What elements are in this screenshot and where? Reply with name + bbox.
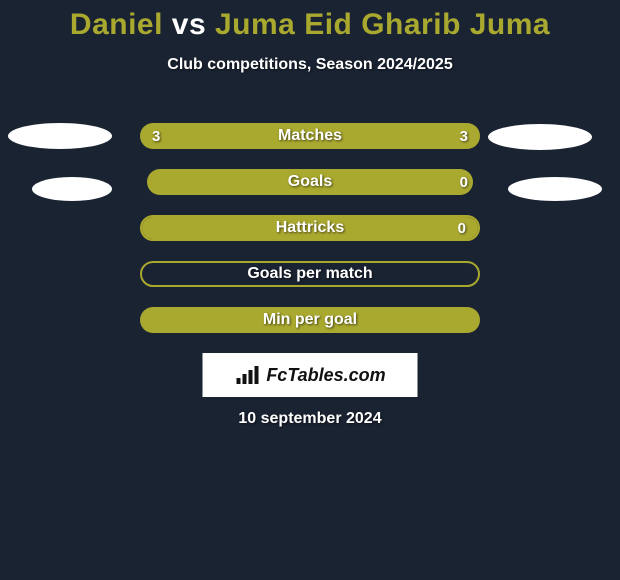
stat-row: Goals per match	[140, 261, 480, 287]
avatar-oval	[32, 177, 112, 201]
stat-rows: 3 3 Matches 0 Goals 0 Hattricks Goals per match…	[140, 123, 480, 353]
stat-label: Hattricks	[276, 219, 344, 237]
avatar-oval	[8, 123, 112, 149]
badge-text: FcTables.com	[266, 365, 385, 386]
title-vs: vs	[172, 8, 206, 41]
stat-right-value: 0	[460, 174, 468, 191]
date-label: 10 september 2024	[0, 410, 620, 428]
stat-label: Min per goal	[263, 311, 357, 329]
site-badge: FcTables.com	[203, 353, 418, 397]
avatar-oval	[488, 124, 592, 150]
chart-container: Daniel vs Juma Eid Gharib Juma Club comp…	[0, 0, 620, 580]
stat-row: 0 Hattricks	[140, 215, 480, 241]
avatar-oval	[508, 177, 602, 201]
stat-row: 3 3 Matches	[140, 123, 480, 149]
stat-right-value: 0	[458, 220, 466, 237]
stat-label: Goals per match	[247, 265, 372, 283]
bars-icon	[234, 364, 262, 386]
stat-row: 0 Goals	[140, 169, 480, 195]
stat-left-value: 3	[152, 128, 160, 145]
page-title: Daniel vs Juma Eid Gharib Juma	[0, 0, 620, 42]
subtitle: Club competitions, Season 2024/2025	[0, 56, 620, 74]
player2-name: Juma Eid Gharib Juma	[215, 8, 550, 41]
stat-right-value: 3	[460, 128, 468, 145]
stat-row: Min per goal	[140, 307, 480, 333]
player1-name: Daniel	[70, 8, 163, 41]
stat-label: Matches	[278, 127, 342, 145]
stat-label: Goals	[288, 173, 332, 191]
